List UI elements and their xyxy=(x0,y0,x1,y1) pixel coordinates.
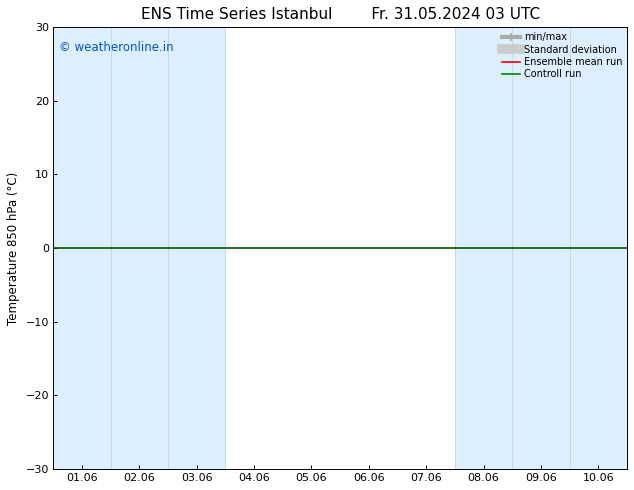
Bar xyxy=(570,27,627,469)
Bar xyxy=(455,27,512,469)
Legend: min/max, Standard deviation, Ensemble mean run, Controll run: min/max, Standard deviation, Ensemble me… xyxy=(500,29,625,82)
Text: © weatheronline.in: © weatheronline.in xyxy=(59,41,174,53)
Bar xyxy=(110,27,168,469)
Bar xyxy=(512,27,570,469)
Bar xyxy=(53,27,110,469)
Bar xyxy=(168,27,225,469)
Y-axis label: Temperature 850 hPa (°C): Temperature 850 hPa (°C) xyxy=(7,172,20,325)
Title: ENS Time Series Istanbul        Fr. 31.05.2024 03 UTC: ENS Time Series Istanbul Fr. 31.05.2024 … xyxy=(141,7,540,22)
